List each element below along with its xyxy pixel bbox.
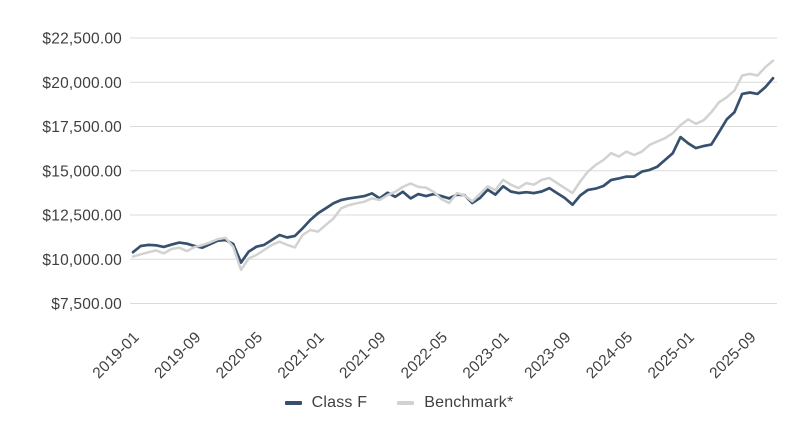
y-axis-tick-label: $15,000.00: [42, 163, 122, 180]
x-axis-tick-label: 2019-01: [90, 329, 143, 382]
x-axis-tick-label: 2025-01: [645, 329, 698, 382]
series-line-benchmark-: [131, 59, 775, 272]
y-axis-tick-label: $12,500.00: [42, 208, 122, 225]
y-axis-tick-label: $17,500.00: [42, 119, 122, 136]
y-axis-tick-label: $7,500.00: [51, 296, 122, 313]
x-axis-tick-label: 2025-09: [706, 329, 759, 382]
legend-item-class-f: Class F: [284, 394, 368, 412]
benchmark-line-marker-icon: [397, 401, 415, 405]
legend-label-benchmark: Benchmark*: [424, 394, 514, 411]
x-axis-tick-label: 2023-01: [460, 329, 513, 382]
legend: Class F Benchmark*: [0, 394, 798, 412]
x-axis-tick-label: 2019-09: [151, 329, 204, 382]
x-axis-tick-label: 2022-05: [398, 329, 451, 382]
legend-item-benchmark: Benchmark*: [397, 394, 513, 412]
x-axis-tick-label: 2021-01: [275, 329, 328, 382]
y-axis-tick-label: $22,500.00: [42, 31, 122, 48]
class-f-line-marker-icon: [284, 401, 302, 405]
y-axis-tick-label: $20,000.00: [42, 75, 122, 92]
x-axis-tick-label: 2023-09: [521, 329, 574, 382]
x-axis-tick-label: 2021-09: [336, 329, 389, 382]
legend-label-class-f: Class F: [311, 394, 368, 411]
y-axis-tick-label: $10,000.00: [42, 252, 122, 269]
x-axis-tick-label: 2020-05: [213, 329, 266, 382]
x-axis-tick-label: 2024-05: [583, 329, 636, 382]
